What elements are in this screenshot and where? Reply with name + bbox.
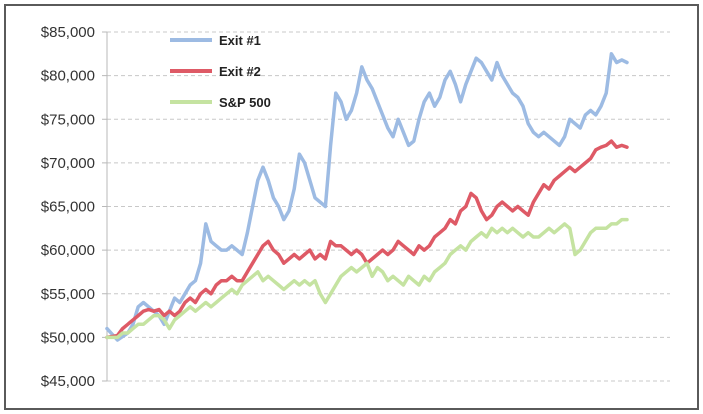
gridlines [107,31,670,382]
y-tick-label: $75,000 [41,111,95,128]
y-tick-label: $45,000 [41,373,95,390]
y-tick-label: $60,000 [41,242,95,259]
y-axis-ticks: $45,000 $50,000 $55,000 $60,000 $65,000 $70,0… [41,24,107,390]
y-tick-label: $55,000 [41,286,95,303]
y-tick-label: $70,000 [41,155,95,172]
legend-label-3: S&P 500 [219,95,271,110]
series-line-2 [105,139,629,340]
legend-label-1: Exit #1 [219,33,261,48]
y-tick-label: $50,000 [41,329,95,346]
chart-frame [4,4,699,410]
y-tick-label: $80,000 [41,68,95,85]
series-line-1 [105,52,629,342]
y-tick-label: $85,000 [41,24,95,41]
legend-label-2: Exit #2 [219,64,261,79]
series-lines [105,52,629,342]
series-line-3 [105,217,629,340]
y-tick-label: $65,000 [41,199,95,216]
legend: Exit #1 Exit #2 S&P 500 [170,33,271,110]
